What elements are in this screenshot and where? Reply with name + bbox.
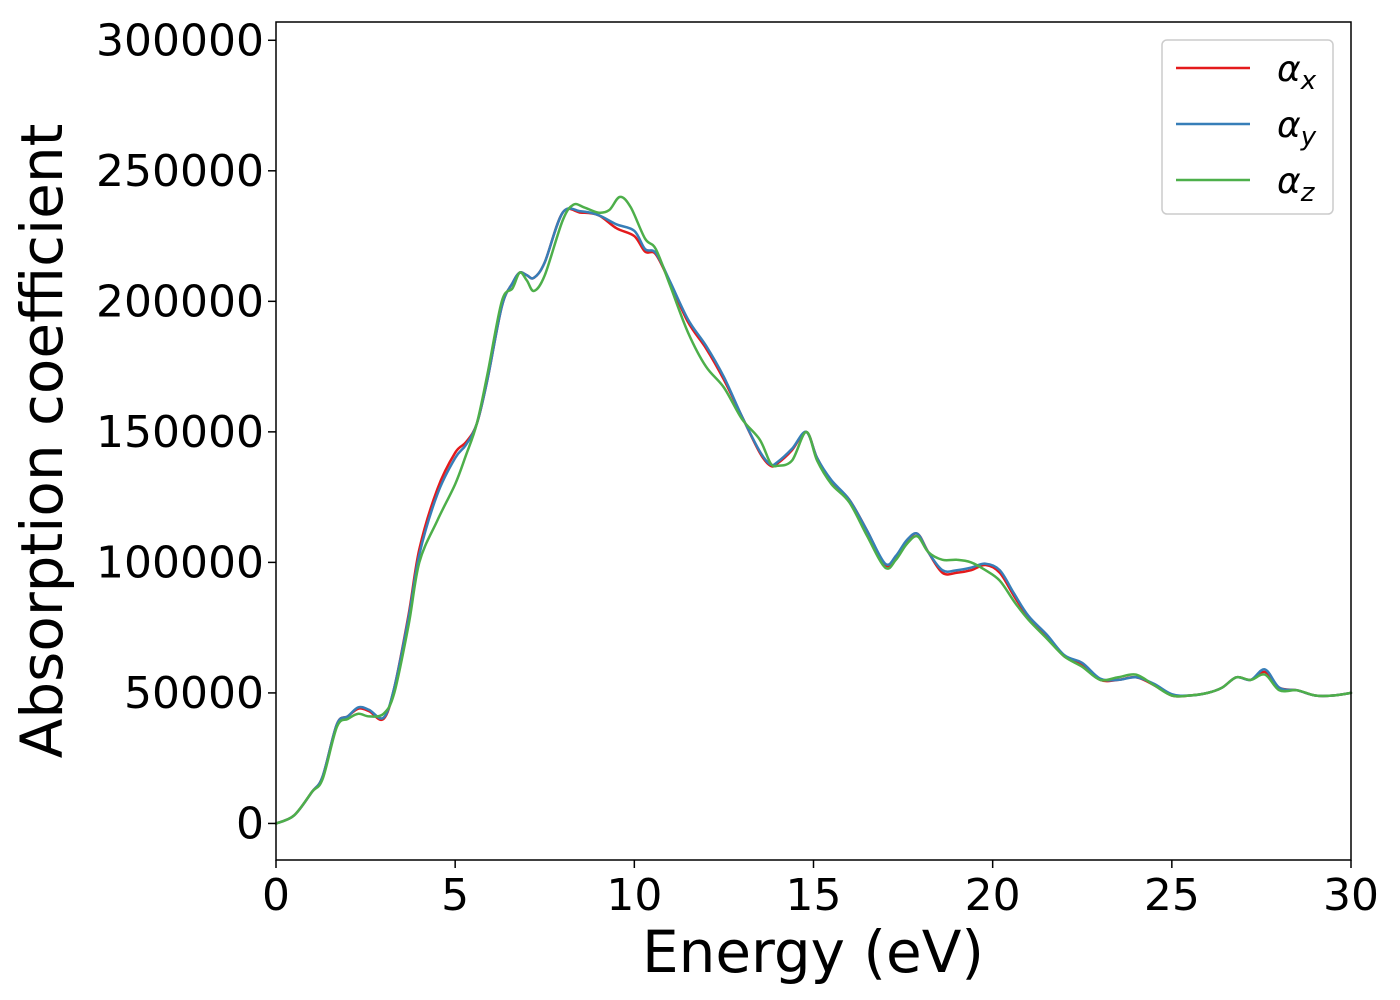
x-tick-label: 0 (262, 870, 290, 921)
y-tick-label: 300000 (96, 15, 264, 66)
legend-label-subscript: y (1300, 122, 1317, 152)
legend-label-y: αy (1277, 105, 1317, 152)
x-tick-label: 5 (441, 870, 469, 921)
y-axis-label: Absorption coefficient (8, 124, 76, 759)
series-line-x (274, 207, 1353, 825)
legend-label-symbol: α (1277, 105, 1301, 146)
x-tick-label: 30 (1323, 870, 1379, 921)
legend-box (1161, 39, 1334, 215)
x-tick-label: 10 (606, 870, 662, 921)
legend-label-symbol: α (1277, 161, 1301, 202)
x-tick-label: 25 (1144, 870, 1200, 921)
x-axis-label: Energy (eV) (642, 918, 984, 986)
y-tick-label: 50000 (124, 668, 264, 719)
y-tick-label: 100000 (96, 537, 264, 588)
x-tick-label: 20 (965, 870, 1021, 921)
series-line-z (274, 195, 1353, 825)
legend-label-symbol: α (1277, 49, 1301, 90)
legend-label-subscript: x (1300, 66, 1317, 96)
legend-label-subscript: z (1300, 178, 1316, 208)
plot-lines (274, 195, 1353, 825)
x-tick-label: 15 (786, 870, 842, 921)
y-tick-label: 150000 (96, 407, 264, 458)
y-tick-label: 200000 (96, 276, 264, 327)
y-tick-label: 0 (236, 798, 264, 849)
y-axis-ticks: 0 50000 100000 150000 200000 250000 300000 (96, 15, 276, 849)
legend-label-x: αx (1277, 49, 1317, 96)
series-line-y (274, 207, 1353, 825)
legend-label-z: αz (1277, 161, 1316, 208)
y-tick-label: 250000 (96, 146, 264, 197)
x-axis-ticks: 0 5 10 15 20 25 30 (262, 860, 1379, 921)
